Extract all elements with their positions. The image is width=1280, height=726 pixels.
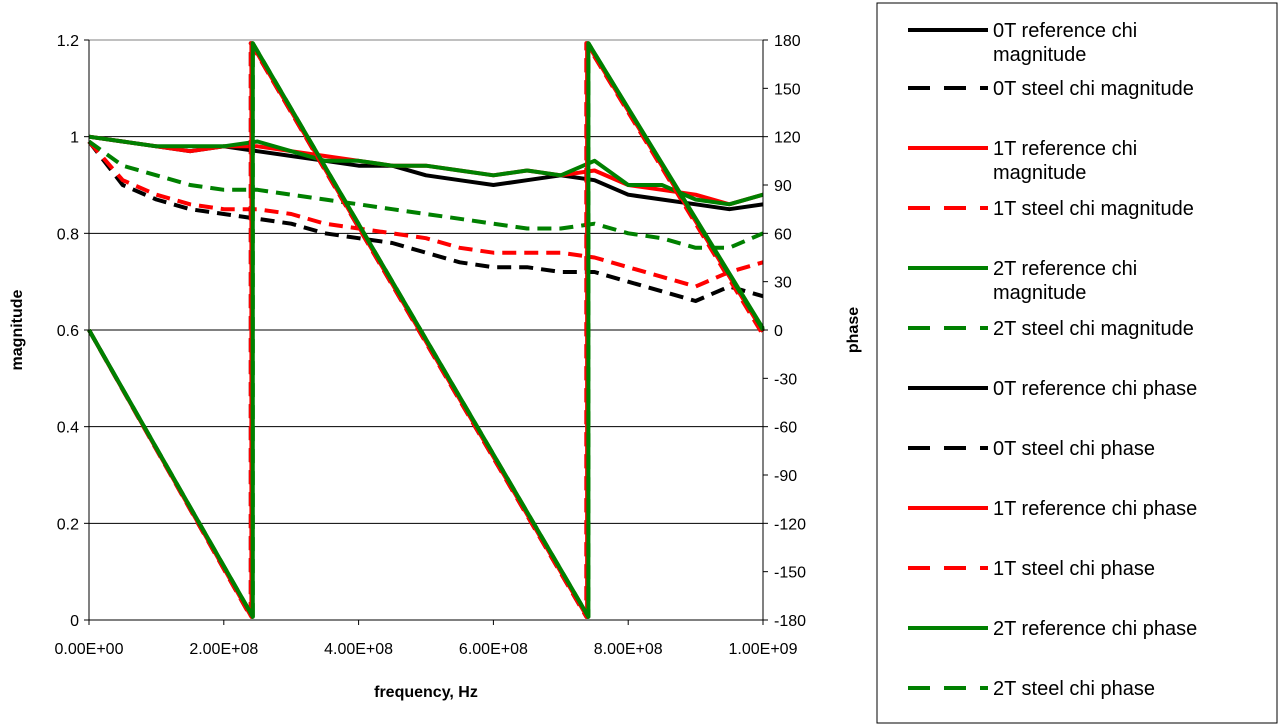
legend-box (876, 2, 1278, 724)
y2-tick-label: 120 (774, 130, 801, 147)
series-line-6 (87, 139, 764, 250)
legend-label: 0T steel chi phase (993, 438, 1155, 460)
grid-lines (89, 39, 763, 621)
y2-tick-label: 0 (774, 323, 783, 340)
legend-label: magnitude (993, 162, 1086, 184)
y-tick-label: 0.6 (57, 323, 79, 340)
y2-tick-label: -180 (774, 613, 806, 630)
y-tick-label: 1.2 (57, 33, 79, 50)
y2-tick-label: -60 (774, 420, 797, 437)
legend-label: 0T steel chi magnitude (993, 78, 1194, 100)
x-tick-label: 6.00E+08 (459, 641, 528, 658)
x-axis-title: frequency, Hz (374, 684, 478, 701)
legend-label: magnitude (993, 44, 1086, 66)
legend-label: magnitude (993, 282, 1086, 304)
x-tick-label: 8.00E+08 (594, 641, 663, 658)
y-tick-label: 0 (70, 613, 79, 630)
y2-tick-label: 60 (774, 226, 792, 243)
y2-axis-title: phase (845, 307, 862, 353)
y2-tick-label: 180 (774, 33, 801, 50)
legend-label: 2T steel chi magnitude (993, 318, 1194, 340)
series-layer (87, 41, 765, 619)
legend-label: 1T steel chi magnitude (993, 198, 1194, 220)
y-tick-label: 0.4 (57, 420, 79, 437)
series-line-5 (88, 134, 764, 207)
axes: 0 0.2 0.4 0.6 0.8 1 1.2 -180 -150 -120 -90 -60 -30 0 3… (55, 33, 807, 658)
series-line-2 (87, 140, 764, 303)
x-tick-label: 2.00E+08 (189, 641, 258, 658)
y2-tick-label: 90 (774, 178, 792, 195)
y-tick-label: 1 (70, 130, 79, 147)
legend-label: 0T reference chi phase (993, 378, 1197, 400)
y-tick-label: 0.2 (57, 516, 79, 533)
y2-tick-label: -30 (774, 371, 797, 388)
y2-tick-label: -120 (774, 516, 806, 533)
legend-label: 2T reference chi phase (993, 618, 1197, 640)
legend-label: 1T reference chi (993, 138, 1137, 160)
y2-tick-label: -150 (774, 565, 806, 582)
legend-label: 2T reference chi (993, 258, 1137, 280)
y2-tick-label: -90 (774, 468, 797, 485)
legend-label: 1T reference chi phase (993, 498, 1197, 520)
y2-tick-label: 30 (774, 275, 792, 292)
legend-label: 0T reference chi (993, 20, 1137, 42)
x-tick-label: 4.00E+08 (324, 641, 393, 658)
x-tick-label: 1.00E+09 (729, 641, 798, 658)
series-line-12 (87, 41, 765, 619)
y-axis-title: magnitude (9, 289, 26, 370)
legend-label: 2T steel chi phase (993, 678, 1155, 700)
series-line-4 (87, 140, 764, 289)
y2-tick-label: 150 (774, 81, 801, 98)
y-tick-label: 0.8 (57, 226, 79, 243)
x-tick-label: 0.00E+00 (55, 641, 124, 658)
legend-label: 1T steel chi phase (993, 558, 1155, 580)
